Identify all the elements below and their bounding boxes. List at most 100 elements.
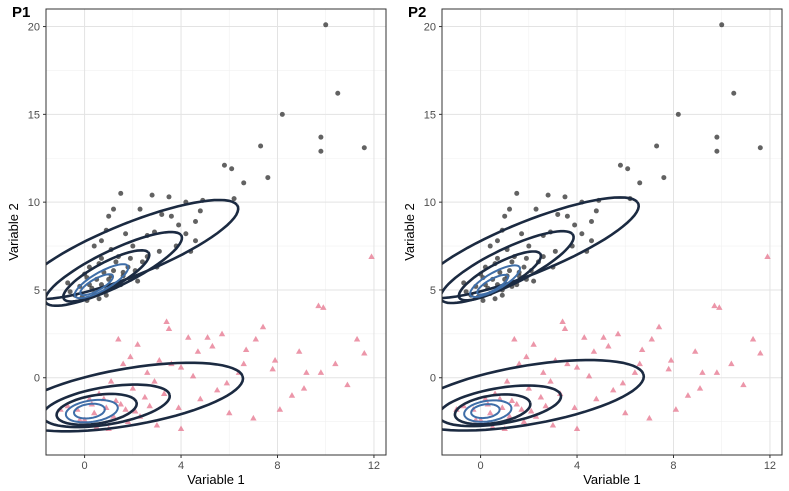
point-group2	[175, 404, 182, 410]
point-group2	[177, 425, 185, 432]
point-group2	[622, 409, 629, 416]
point-group2	[242, 346, 250, 353]
point-group2	[119, 360, 127, 367]
point-group2	[141, 393, 149, 400]
point-group2	[197, 395, 204, 402]
point-group1	[523, 255, 529, 261]
point-group1	[552, 248, 558, 254]
point-group2	[240, 360, 247, 367]
panel-p2: 0 4 8 12 0 5 10 15 20 Variable 1 Variable 2	[402, 8, 783, 487]
point-group1	[531, 278, 537, 284]
y-tick-label: 15	[424, 109, 436, 121]
point-group2	[317, 369, 325, 375]
point-group1	[502, 213, 508, 219]
point-group2	[250, 414, 257, 421]
point-group2	[537, 393, 545, 400]
point-group1	[514, 190, 520, 196]
point-group2	[684, 392, 692, 398]
point-group1	[492, 296, 498, 302]
point-group2	[564, 360, 571, 367]
point-group1	[487, 243, 493, 249]
point-group1	[98, 238, 104, 244]
point-group2	[503, 378, 511, 384]
point-group2	[223, 379, 231, 386]
point-group2	[153, 421, 161, 428]
point-group1	[463, 289, 469, 295]
point-group2	[115, 335, 122, 342]
point-group1	[159, 211, 165, 217]
point-group1	[661, 175, 667, 181]
point-group2	[699, 369, 706, 375]
density-contour-group1	[73, 263, 130, 300]
point-group2	[571, 404, 578, 410]
point-group1	[265, 175, 271, 181]
y-axis-label: Variable 2	[6, 203, 21, 261]
point-group1	[654, 143, 660, 149]
point-group1	[480, 297, 486, 303]
point-group2	[740, 381, 747, 388]
point-group2	[185, 334, 192, 340]
x-axis-label: Variable 1	[583, 472, 641, 487]
point-group2	[540, 369, 547, 375]
point-group1	[562, 194, 568, 200]
y-tick-label: 0	[34, 373, 40, 385]
point-group1	[193, 238, 199, 244]
panel-label-p2: P2	[408, 4, 427, 21]
point-group1	[757, 145, 763, 151]
point-group2	[530, 341, 537, 347]
point-group1	[65, 280, 71, 286]
point-group2	[506, 413, 513, 419]
point-group1	[96, 296, 102, 302]
point-group1	[617, 162, 623, 168]
point-group1	[335, 90, 341, 96]
point-group2	[511, 335, 518, 342]
point-group2	[332, 360, 339, 367]
point-group2	[204, 334, 211, 340]
density-contour-group2	[453, 393, 532, 426]
panel-border	[45, 8, 387, 456]
point-group1	[509, 259, 515, 265]
point-group2	[122, 406, 129, 412]
point-group2	[276, 406, 284, 412]
point-group2	[691, 348, 699, 354]
point-group2	[672, 406, 680, 412]
point-group1	[229, 166, 235, 172]
point-group2	[218, 330, 226, 337]
point-group2	[619, 379, 627, 386]
point-group2	[547, 378, 554, 384]
x-tick-label: 8	[274, 460, 280, 472]
point-group2	[614, 330, 622, 337]
point-group2	[581, 334, 588, 340]
density-contour-group1	[469, 264, 522, 298]
point-group1	[555, 211, 561, 217]
density-contour-group1	[442, 229, 575, 305]
point-group1	[127, 255, 133, 261]
point-group2	[610, 386, 617, 393]
x-tick-label: 12	[764, 460, 776, 472]
density-contour-group2	[442, 384, 563, 428]
point-group1	[545, 192, 551, 198]
point-group2	[209, 342, 216, 349]
x-axis-label: Variable 1	[187, 472, 245, 487]
point-group2	[146, 402, 153, 409]
point-group1	[521, 264, 527, 270]
point-group1	[221, 162, 227, 168]
point-group2	[713, 369, 721, 375]
y-tick-label: 10	[424, 197, 436, 209]
point-group1	[714, 134, 720, 140]
point-group1	[572, 222, 578, 228]
point-group2	[525, 385, 533, 391]
point-group2	[515, 360, 523, 367]
density-contour-group1	[79, 273, 114, 297]
point-group2	[696, 385, 704, 391]
point-group2	[638, 346, 646, 353]
point-group1	[323, 22, 329, 28]
y-tick-label: 10	[28, 197, 40, 209]
point-group1	[258, 143, 264, 149]
point-group2	[523, 353, 530, 360]
density-contour-group2	[72, 402, 106, 420]
point-group2	[636, 360, 643, 367]
panel-p1: 0 4 8 12 0 5 10 15 20 Variable 1 Variable 2	[6, 8, 387, 487]
point-group2	[160, 390, 168, 396]
y-tick-label: 5	[430, 285, 436, 297]
